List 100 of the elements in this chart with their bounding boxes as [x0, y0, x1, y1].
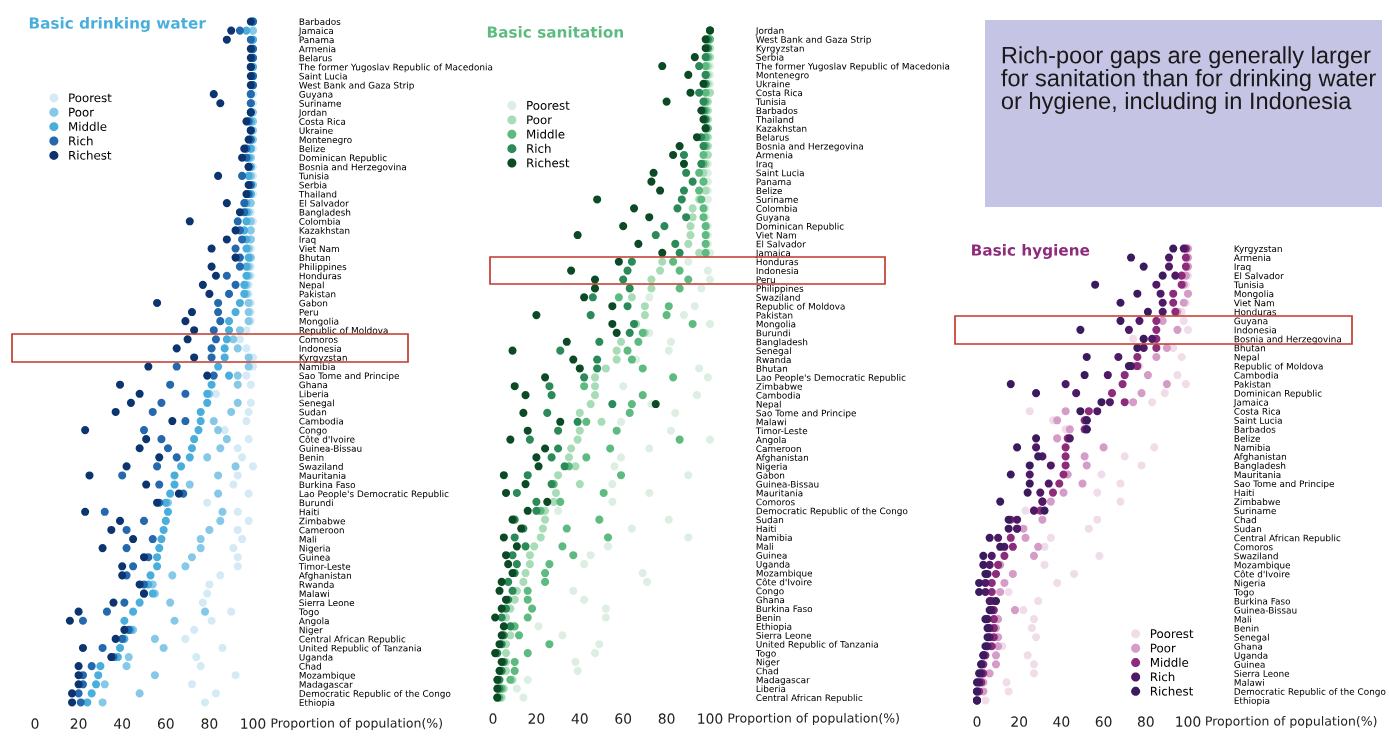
y-tick-label: El Salvador [756, 240, 806, 248]
point [1061, 380, 1070, 389]
point [1080, 452, 1089, 461]
y-tick-label: Tunisia [755, 98, 786, 106]
point [1004, 687, 1013, 696]
y-tick-label: Liberia [299, 390, 329, 398]
y-tick-label: Gabon [299, 299, 328, 307]
point [1133, 289, 1142, 298]
legend-label: Poorest [1150, 629, 1194, 639]
point [1006, 533, 1015, 542]
x-tick-label: 0 [31, 718, 39, 729]
point [1029, 669, 1039, 678]
y-tick-label: Afghanistan [755, 454, 808, 463]
y-tick-label: Barbados [756, 107, 798, 114]
y-tick-label: Armenia [755, 151, 793, 159]
y-tick-label: Bhutan [756, 365, 788, 372]
point [1032, 633, 1041, 642]
x-tick-label: 80 [658, 713, 675, 724]
y-tick-label: Cambodia [1234, 371, 1278, 379]
y-tick-label: Ethiopia [756, 623, 792, 632]
point [1061, 443, 1070, 452]
point [1053, 578, 1062, 588]
text: Rich-poor gaps are generally larger for sanitation than for drinking water or hygiene, including in Indonesia [1001, 46, 1376, 114]
y-tick-label: Guinea-Bissau [756, 480, 819, 488]
y-tick-label: Mongolia [299, 317, 339, 327]
y-tick-label: Afghanistan [298, 571, 351, 581]
y-tick-label: Cambodia [299, 417, 343, 425]
y-tick-label: Dominican Republic [299, 154, 387, 163]
y-tick-label: Peru [756, 276, 775, 283]
y-tick-label: El Salvador [1234, 272, 1284, 280]
y-tick-label: Colombia [756, 204, 797, 212]
point [1148, 334, 1157, 343]
point [1116, 298, 1125, 307]
y-tick-label: Togo [298, 608, 319, 617]
point [996, 497, 1005, 506]
y-tick-label: Suriname [299, 99, 341, 107]
point [1019, 606, 1028, 615]
y-tick-label: Thailand [298, 190, 337, 198]
point [979, 560, 988, 569]
y-tick-label: Cambodia [756, 391, 800, 399]
y-tick-label: Colombia [299, 217, 340, 225]
legend-label: Middle [69, 121, 107, 131]
point [1093, 407, 1102, 416]
point [1164, 262, 1174, 271]
y-tick-label: Malawi [1234, 679, 1264, 686]
y-tick-label: Sierra Leone [299, 599, 355, 607]
y-tick-label: Mongolia [1234, 290, 1274, 299]
point [1013, 515, 1022, 524]
point [1152, 352, 1161, 362]
y-tick-label: Ethiopia [1234, 697, 1270, 706]
y-tick-label: Madagascar [299, 680, 353, 690]
point [1072, 389, 1081, 398]
point [1032, 434, 1041, 443]
y-tick-label: Chad [299, 662, 321, 670]
point [991, 569, 1001, 578]
x-tick-label: 100 [241, 718, 266, 729]
y-tick-label: Guyana [299, 90, 333, 100]
point [991, 651, 1001, 660]
y-tick-label: Kyrgyzstan [299, 354, 347, 363]
y-tick-label: Bangladesh [756, 338, 808, 347]
point [1061, 452, 1070, 461]
y-tick-label: Swaziland [1234, 552, 1278, 560]
point [1148, 398, 1157, 407]
y-tick-label: Congo [299, 426, 327, 436]
point [1177, 352, 1186, 362]
y-tick-label: Comoros [1234, 543, 1273, 551]
y-tick-label: Indonesia [1234, 326, 1277, 334]
point [1169, 289, 1178, 298]
y-tick-label: Dominican Republic [756, 222, 844, 232]
point [1038, 515, 1047, 524]
point [1040, 506, 1049, 515]
point [1023, 488, 1032, 497]
legend-label: Poorest [527, 101, 570, 110]
point [1006, 380, 1015, 389]
y-tick-label: Barbados [299, 18, 341, 26]
point [991, 660, 1001, 669]
point [1044, 479, 1053, 488]
y-tick-label: The former Yugoslav Republic of Macedonia [755, 62, 950, 72]
y-tick-label: Rwanda [756, 356, 791, 364]
y-tick-label: Belarus [299, 54, 332, 62]
legend-label: Poor [1150, 643, 1176, 653]
y-tick-label: Sudan [756, 516, 784, 524]
y-tick-label: Dominican Republic [1234, 389, 1322, 399]
point [1162, 380, 1171, 389]
x-tick-label: 60 [615, 713, 632, 724]
point [1000, 578, 1009, 588]
y-tick-label: Côte d'Ivoire [756, 578, 812, 586]
point [1023, 651, 1032, 660]
y-tick-label: Nepal [1234, 353, 1259, 363]
y-tick-label: Comoros [756, 498, 795, 506]
point [1118, 380, 1127, 389]
x-tick-label: 20 [70, 718, 87, 729]
y-tick-label: Chad [1234, 516, 1256, 524]
y-tick-label: Chad [756, 667, 778, 675]
y-tick-label: Democratic Republic of the Congo [299, 690, 451, 699]
y-tick-label: Mozambique [1234, 561, 1291, 571]
y-tick-label: Niger [299, 626, 323, 636]
point [1002, 678, 1011, 687]
point [1169, 244, 1178, 253]
legend-label: Richest [69, 150, 112, 160]
